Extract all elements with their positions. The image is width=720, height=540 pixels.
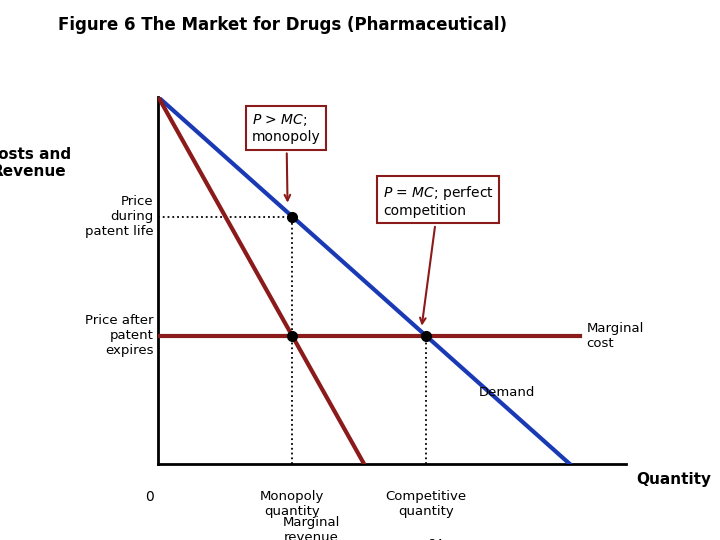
Text: Price after
patent
expires: Price after patent expires xyxy=(85,314,154,357)
Text: Price
during
patent life: Price during patent life xyxy=(85,195,154,238)
Text: $P$ > $MC$;
monopoly: $P$ > $MC$; monopoly xyxy=(252,112,320,200)
Text: $P$ = $MC$; perfect
competition: $P$ = $MC$; perfect competition xyxy=(383,184,494,323)
Text: Monopoly
quantity: Monopoly quantity xyxy=(260,490,325,518)
Text: Competitive
quantity: Competitive quantity xyxy=(385,490,467,518)
Text: Costs and
Revenue: Costs and Revenue xyxy=(0,147,71,179)
Text: 24: 24 xyxy=(428,538,443,540)
Text: Demand: Demand xyxy=(479,386,536,399)
Text: Marginal
cost: Marginal cost xyxy=(587,322,644,350)
Text: Figure 6 The Market for Drugs (Pharmaceutical): Figure 6 The Market for Drugs (Pharmaceu… xyxy=(58,16,507,34)
Text: 0: 0 xyxy=(145,490,153,504)
Text: Marginal
revenue: Marginal revenue xyxy=(282,516,340,540)
Text: Quantity: Quantity xyxy=(636,471,711,487)
